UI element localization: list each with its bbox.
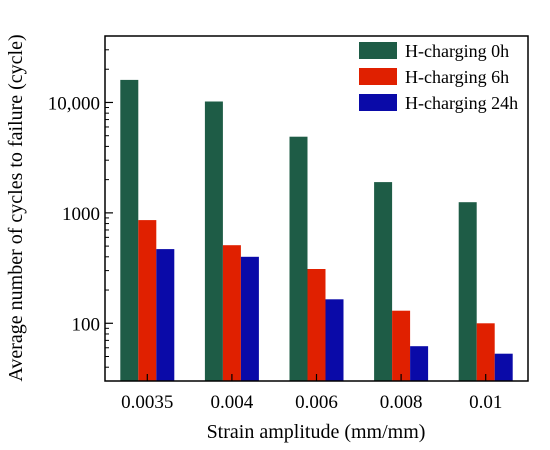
legend-swatch-0h <box>359 42 397 59</box>
x-tick-label: 0.004 <box>211 392 254 413</box>
bar-0h-0.008 <box>374 182 393 381</box>
bar-24h-0.006 <box>325 299 344 381</box>
x-tick-label: 0.0035 <box>121 392 173 413</box>
legend-swatch-6h <box>359 68 397 85</box>
legend-swatch-24h <box>359 94 397 111</box>
y-tick-label: 100 <box>72 314 101 335</box>
bar-24h-0.008 <box>410 346 429 381</box>
y-axis-label: Average number of cycles to failure (cyc… <box>5 34 27 381</box>
bar-6h-0.004 <box>222 245 241 381</box>
bar-0h-0.006 <box>289 136 308 381</box>
bar-6h-0.008 <box>392 310 411 381</box>
bar-6h-0.01 <box>476 323 495 381</box>
axes-layer: 0.0035 0.004 0.006 0.008 0.01 100 1000 10,000 <box>48 49 502 413</box>
bar-6h-0.006 <box>307 269 326 381</box>
bar-0h-0.01 <box>458 202 477 381</box>
bar-0h-0.004 <box>204 101 223 381</box>
y-tick-label: 1000 <box>62 204 100 225</box>
bar-6h-0.0035 <box>138 220 157 381</box>
legend-label-6h: H-charging 6h <box>405 67 509 87</box>
bar-24h-0.0035 <box>156 249 175 381</box>
x-tick-label: 0.008 <box>380 392 423 413</box>
bars-layer <box>120 79 513 382</box>
x-tick-label: 0.006 <box>295 392 338 413</box>
x-axis-label: Strain amplitude (mm/mm) <box>207 421 426 443</box>
legend-label-0h: H-charging 0h <box>405 41 509 61</box>
legend: H-charging 0h H-charging 6h H-charging 24h <box>359 41 518 113</box>
bar-24h-0.004 <box>240 256 259 381</box>
bar-0h-0.0035 <box>120 79 139 382</box>
x-tick-label: 0.01 <box>469 392 502 413</box>
legend-label-24h: H-charging 24h <box>405 93 518 113</box>
bar-24h-0.01 <box>494 353 513 381</box>
y-tick-label: 10,000 <box>48 93 100 114</box>
